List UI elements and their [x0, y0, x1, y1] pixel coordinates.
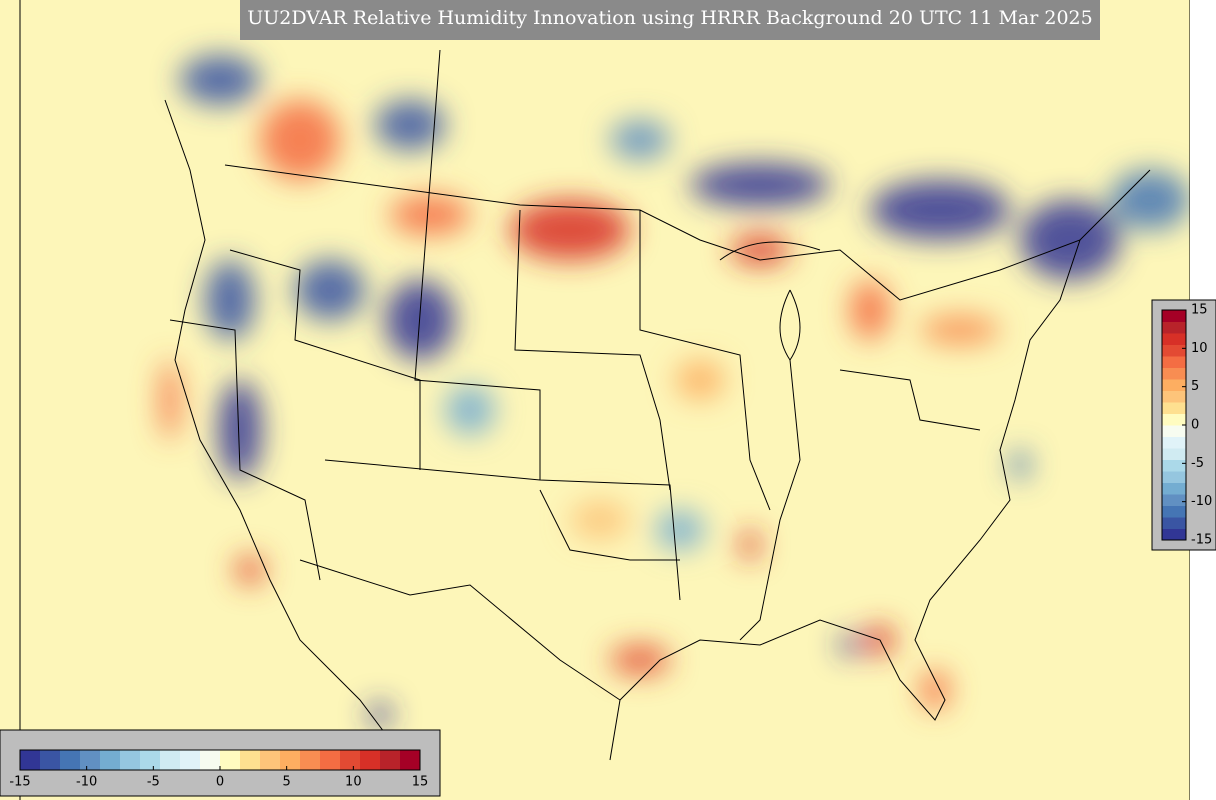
colorbar-swatch [1162, 367, 1186, 380]
colorbar-vertical: -15 -10 -5 0 5 10 15 [1161, 303, 1212, 548]
colorbar-swatch [100, 750, 121, 770]
colorbar-swatch [280, 750, 301, 770]
colorbar-swatch [1162, 379, 1186, 391]
field-blob [160, 360, 180, 440]
field-blob [260, 100, 340, 180]
field-blob [235, 555, 265, 585]
tick-label: -15 [9, 775, 30, 790]
tick-label: 5 [283, 775, 291, 790]
field-blob [1010, 450, 1030, 480]
colorbar-swatch [1162, 505, 1186, 518]
boundaries [164, 49, 1151, 761]
colorbar-swatch [320, 750, 341, 770]
colorbar-swatch [1162, 448, 1186, 460]
colorbar-swatch [200, 750, 221, 770]
field-blob [180, 55, 260, 105]
field-blob [445, 385, 495, 435]
colorbar-swatch [360, 750, 381, 770]
field-blob [850, 280, 890, 340]
colorbar-swatch [1162, 517, 1186, 529]
field-blob [510, 200, 630, 260]
field-blob [870, 180, 1010, 240]
colorbar-swatch [1162, 356, 1186, 368]
colorbar-swatch [1162, 528, 1186, 541]
field-blob [610, 120, 670, 160]
field-blob [375, 100, 445, 150]
field-blob [1020, 200, 1120, 280]
colorbar-swatch [260, 750, 281, 770]
map [0, 0, 1190, 800]
colorbar-swatch [1162, 436, 1186, 449]
field-blob [218, 380, 262, 480]
innovation-field [160, 55, 1190, 727]
field-blob [570, 500, 630, 540]
tick-label: 10 [345, 775, 362, 790]
tick-label: -10 [76, 775, 97, 790]
field-blob [1110, 170, 1190, 230]
colorbar-swatch [120, 750, 141, 770]
field-blob [920, 315, 1000, 345]
field-blob [368, 703, 392, 727]
tick-label: 15 [412, 775, 429, 790]
tick-label: -5 [147, 775, 160, 790]
colorbar-swatch [1162, 310, 1186, 322]
field-blob [655, 510, 705, 550]
colorbar-swatch [1162, 471, 1186, 483]
colorbar-swatch [60, 750, 81, 770]
field-blob [390, 195, 470, 235]
colorbar-swatch [160, 750, 181, 770]
colorbar-swatch [1162, 402, 1186, 414]
colorbar-swatch [300, 750, 321, 770]
tick-label: 15 [1191, 303, 1208, 318]
colorbar-swatch [1162, 344, 1186, 357]
colorbar-swatch [140, 750, 161, 770]
colorbar-swatch [20, 750, 41, 770]
colorbar-swatch [220, 750, 241, 770]
tick-label: 5 [1191, 379, 1199, 394]
colorbar-swatch [1162, 482, 1186, 495]
tick-label: 0 [1191, 418, 1199, 433]
field-blob [740, 530, 760, 560]
field-blob [838, 635, 862, 655]
field-blob [690, 163, 830, 207]
tick-label: 10 [1191, 341, 1208, 356]
tick-label: -15 [1191, 533, 1212, 548]
colorbar-swatch [1162, 321, 1186, 334]
tick-label: -10 [1191, 494, 1212, 509]
colorbar-swatch [1162, 494, 1186, 506]
colorbar-swatch [180, 750, 201, 770]
title-box [240, 0, 1100, 40]
colorbar-horizontal: -15 -10 -5 0 5 10 15 [9, 749, 429, 790]
title: UU2DVAR Relative Humidity Innovation usi… [247, 7, 1092, 29]
colorbar-swatch [1162, 413, 1186, 426]
field-blob [610, 645, 670, 675]
tick-label: 0 [216, 775, 224, 790]
colorbar-swatch [380, 750, 401, 770]
field-blob [295, 260, 365, 320]
field-blob [675, 360, 725, 400]
colorbar-swatch [1162, 333, 1186, 345]
colorbar-swatch [80, 750, 101, 770]
field-blob [920, 670, 950, 710]
colorbar-swatch [1162, 425, 1186, 437]
field-blob [205, 260, 255, 340]
colorbar-swatch [1162, 459, 1186, 472]
map-bg [0, 0, 1190, 800]
colorbar-swatch [1162, 390, 1186, 403]
colorbar-swatch [340, 750, 361, 770]
tick-label: -5 [1191, 456, 1204, 471]
colorbar-swatch [40, 750, 61, 770]
colorbar-swatch [240, 750, 261, 770]
colorbar-swatch [400, 750, 421, 770]
